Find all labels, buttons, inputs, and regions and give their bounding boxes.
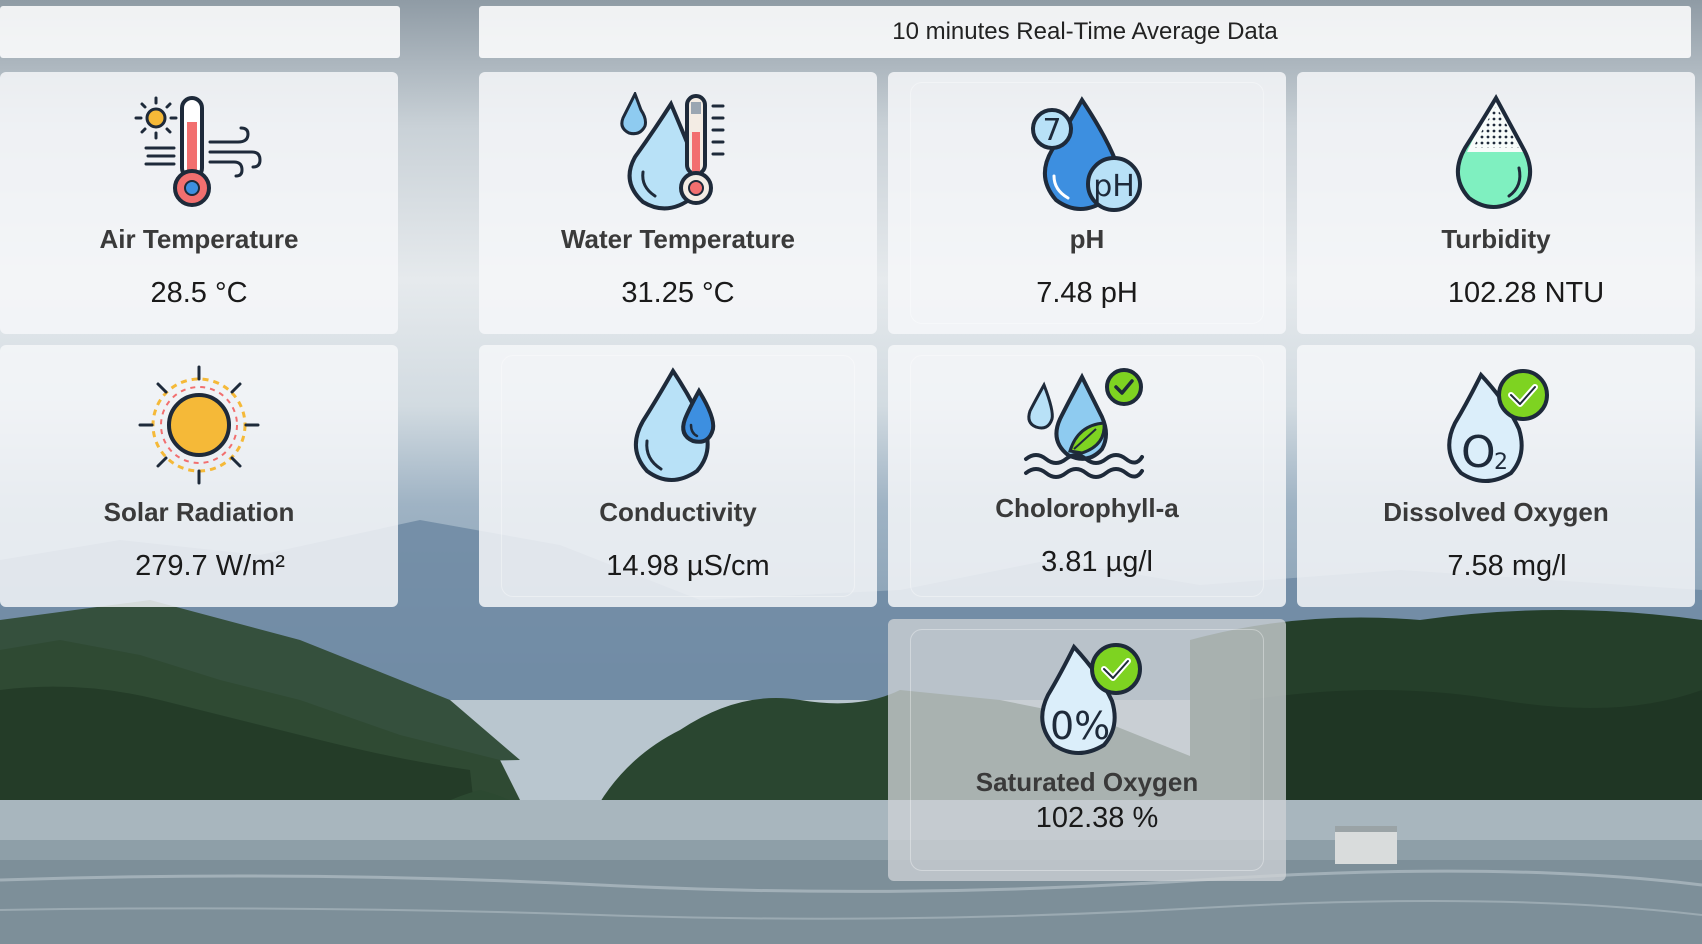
sensor-label: Turbidity — [1441, 224, 1551, 254]
sensor-label: Conductivity — [599, 497, 757, 527]
sensor-value: 7.48 pH — [1036, 277, 1138, 309]
sensor-value: 31.25 °C — [621, 277, 735, 309]
air-temperature-icon — [134, 96, 262, 207]
sensor-value: 14.98 µS/cm — [606, 550, 770, 582]
o2-subscript-text: 2 — [1494, 450, 1508, 475]
water-drops-icon — [634, 367, 716, 482]
page-title: 10 minutes Real-Time Average Data — [892, 18, 1278, 45]
header-left-panel — [0, 6, 400, 58]
saturation-drop-icon: 0% — [1040, 643, 1142, 755]
sensor-label: Cholorophyll-a — [995, 493, 1179, 523]
saturation-symbol-text: 0% — [1050, 704, 1110, 748]
chlorophyll-icon — [1024, 368, 1144, 479]
sensor-value: 28.5 °C — [150, 277, 248, 309]
header-panel: 10 minutes Real-Time Average Data — [479, 6, 1691, 58]
sensor-card-conductivity[interactable]: Conductivity 14.98 µS/cm — [479, 345, 877, 607]
ph-label-text: pH — [1093, 169, 1135, 204]
o2-drop-icon: O 2 — [1447, 369, 1549, 483]
sensor-label: Air Temperature — [99, 224, 299, 254]
sensor-label: pH — [1069, 224, 1105, 254]
sun-icon — [138, 365, 260, 485]
sensor-label: Saturated Oxygen — [975, 767, 1199, 797]
sensor-label: Dissolved Oxygen — [1383, 497, 1609, 527]
sensor-card-air-temperature[interactable]: Air Temperature 28.5 °C — [0, 72, 398, 334]
sensor-card-dissolved-oxygen[interactable]: O 2 Dissolved Oxygen 7.58 mg/l — [1297, 345, 1695, 607]
water-temperature-icon — [620, 92, 725, 211]
sensor-value: 102.28 NTU — [1447, 277, 1605, 309]
ph-number-text: 7 — [1042, 113, 1061, 148]
turbidity-drop-icon — [1456, 93, 1532, 209]
sensor-value: 7.58 mg/l — [1447, 550, 1567, 582]
sensor-label: Water Temperature — [560, 224, 796, 254]
sensor-card-solar-radiation[interactable]: Solar Radiation 279.7 W/m² — [0, 345, 398, 607]
sensor-value: 279.7 W/m² — [135, 550, 285, 582]
sensor-value: 3.81 µg/l — [1041, 546, 1153, 578]
sensor-value: 102.38 % — [1035, 802, 1159, 834]
sensor-card-saturated-oxygen[interactable]: 0% Saturated Oxygen 102.38 % — [888, 619, 1286, 881]
sensor-card-turbidity[interactable]: Turbidity 102.28 NTU — [1297, 72, 1695, 334]
ph-drop-icon: 7 pH — [1031, 96, 1142, 212]
sensor-card-chlorophyll[interactable]: Cholorophyll-a 3.81 µg/l — [888, 345, 1286, 607]
sensor-label: Solar Radiation — [103, 497, 295, 527]
sensor-card-water-temperature[interactable]: Water Temperature 31.25 °C — [479, 72, 877, 334]
o2-symbol-text: O — [1461, 427, 1496, 478]
sensor-card-ph[interactable]: 7 pH pH 7.48 pH — [888, 72, 1286, 334]
